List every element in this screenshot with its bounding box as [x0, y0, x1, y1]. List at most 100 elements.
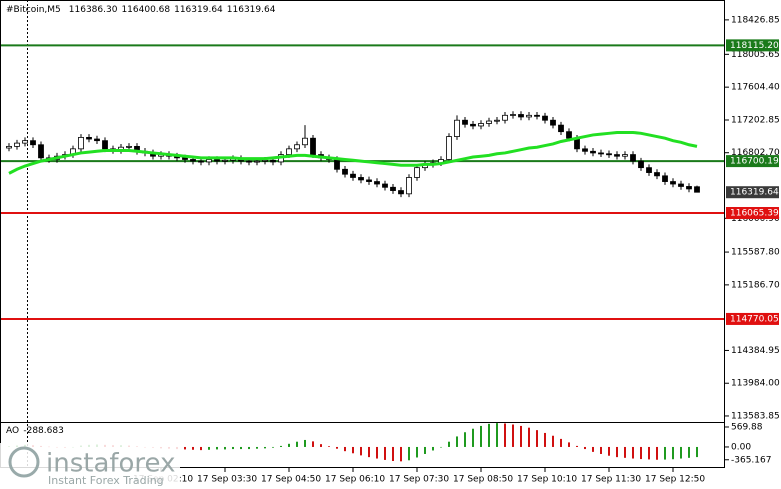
candle-body	[558, 124, 564, 133]
price-tag	[726, 186, 779, 199]
ao-bar	[256, 446, 258, 449]
level-tag	[726, 155, 779, 168]
ao-bar	[608, 446, 610, 456]
candle-body	[678, 183, 684, 187]
logo: instaforex Instant Forex Trading	[0, 443, 180, 489]
x-tick-label: 17 Sep 04:50	[261, 475, 321, 485]
y-tick-label: 113583.85	[731, 411, 780, 421]
x-tick-label: 17 Sep 07:30	[389, 475, 449, 485]
ao-bar	[296, 441, 298, 447]
ao-bar	[184, 446, 186, 450]
ohlc-low: 116319.64	[174, 5, 223, 15]
ao-bar	[264, 446, 266, 449]
ao-tick-label: -365.167	[731, 455, 771, 465]
logo-icon	[8, 446, 40, 478]
ao-bar	[632, 446, 634, 459]
ohlc-close: 116319.64	[227, 5, 276, 15]
ao-bar	[584, 446, 586, 450]
ao-bar	[688, 446, 690, 458]
ao-bar	[312, 441, 314, 447]
candle-body	[694, 186, 700, 193]
ao-bar	[488, 423, 490, 447]
ao-bar	[616, 446, 618, 458]
ao-bar	[432, 446, 434, 451]
ao-bar	[416, 446, 418, 458]
candle-body	[606, 153, 612, 156]
y-tick-label: 118005.65	[731, 50, 780, 60]
x-tick-label: 17 Sep 03:30	[197, 475, 257, 485]
candle-body	[590, 150, 596, 154]
ao-bar	[680, 446, 682, 459]
logo-tagline: Instant Forex Trading	[48, 474, 164, 487]
candle-body	[622, 154, 628, 157]
candle-body	[582, 148, 588, 152]
ao-bar	[560, 438, 562, 447]
candle-body	[454, 119, 460, 137]
candle-body	[246, 160, 252, 163]
y-tick-label: 117604.40	[731, 83, 780, 93]
candle-body	[126, 145, 132, 148]
ao-bar	[568, 442, 570, 447]
candle-body	[686, 186, 692, 190]
candle-body	[478, 123, 484, 127]
candle-body	[398, 190, 404, 195]
candle-body	[334, 159, 340, 170]
ao-bar	[672, 446, 674, 460]
candle-body	[462, 119, 468, 125]
ao-bar	[248, 446, 250, 450]
y-tick-label: 113984.00	[731, 379, 780, 389]
candle-body	[566, 131, 572, 139]
ao-bar	[512, 424, 514, 447]
candle-body	[510, 114, 516, 116]
ao-bar	[496, 423, 498, 447]
ao-title: AO -288.683	[6, 426, 64, 436]
ao-bar	[368, 446, 370, 458]
candle-body	[78, 136, 84, 150]
ao-bar	[384, 446, 386, 460]
candle-body	[214, 159, 220, 162]
candle-body	[38, 144, 44, 159]
candle-body	[6, 145, 12, 149]
logo-brand: instaforex	[46, 449, 175, 479]
candle-body	[598, 152, 604, 155]
candle-body	[494, 119, 500, 122]
candle-body	[390, 186, 396, 191]
candle-body	[198, 160, 204, 163]
x-tick-label: 17 Sep 11:30	[581, 475, 641, 485]
ao-bar	[696, 446, 698, 458]
ao-bar	[480, 425, 482, 447]
ao-bar	[344, 446, 346, 452]
ao-bar	[544, 432, 546, 447]
ao-bar	[408, 446, 410, 461]
price-label: 116319.64	[730, 188, 779, 198]
ao-bar	[192, 446, 194, 450]
ao-bar	[304, 439, 306, 447]
candle-body	[526, 114, 532, 118]
ao-bar	[456, 436, 458, 447]
candle-body	[534, 114, 540, 117]
ao-bar	[352, 446, 354, 454]
candle-body	[470, 123, 476, 127]
ohlc-open: 116386.30	[69, 5, 118, 15]
ao-bar	[328, 446, 330, 447]
ao-bar	[528, 427, 530, 447]
ao-bar	[656, 446, 658, 460]
candle-body	[30, 140, 36, 146]
y-tick-label: 116802.70	[731, 148, 780, 158]
candle-body	[374, 181, 380, 185]
candle-body	[662, 175, 668, 182]
ao-bar	[376, 446, 378, 459]
ao-bar	[440, 446, 442, 448]
candle-body	[342, 168, 348, 175]
candle-body	[638, 160, 644, 169]
candle-body	[646, 167, 652, 173]
candle-body	[366, 179, 372, 182]
candle-body	[414, 167, 420, 178]
x-tick-label: 17 Sep 08:50	[453, 475, 513, 485]
ao-bar	[576, 445, 578, 447]
candle-body	[542, 115, 548, 121]
candle-body	[358, 177, 364, 181]
candle-body	[254, 160, 260, 163]
x-tick-label: 17 Sep 10:10	[517, 475, 577, 485]
